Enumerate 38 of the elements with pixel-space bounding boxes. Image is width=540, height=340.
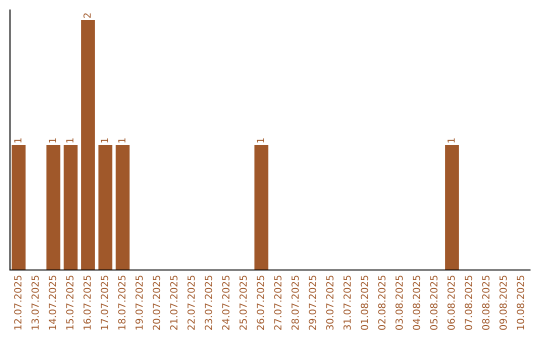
- x-tick-label: 29.07.2025: [308, 276, 316, 330]
- data-label: 1: [100, 138, 108, 143]
- x-tick-label: 15.07.2025: [66, 276, 74, 330]
- x-tick-label: 10.08.2025: [516, 276, 524, 330]
- x-tick-label: 30.07.2025: [326, 276, 334, 330]
- x-tick-label: 13.07.2025: [31, 276, 39, 330]
- data-label: 2: [83, 13, 91, 18]
- data-label: 1: [448, 138, 455, 143]
- x-tick-label: 20.07.2025: [152, 276, 160, 330]
- x-tick-label: 22.07.2025: [187, 276, 195, 330]
- x-tick-label: 01.08.2025: [360, 276, 368, 330]
- x-tick-label: 31.07.2025: [343, 276, 351, 330]
- x-tick-label: 24.07.2025: [222, 276, 230, 330]
- x-tick-label: 04.08.2025: [412, 276, 420, 330]
- x-tick-label: 21.07.2025: [170, 276, 178, 330]
- x-tick-label: 28.07.2025: [291, 276, 299, 330]
- x-tick-label: 25.07.2025: [239, 276, 247, 330]
- data-label: 1: [66, 138, 74, 143]
- x-tick-label: 16.07.2025: [83, 276, 91, 330]
- x-tick-label: 14.07.2025: [48, 276, 56, 330]
- x-tick-label: 12.07.2025: [14, 276, 22, 330]
- x-tick-label: 19.07.2025: [135, 276, 143, 330]
- x-tick-label: 05.08.2025: [430, 276, 438, 330]
- x-tick-label: 03.08.2025: [395, 276, 403, 330]
- x-tick-label: 27.07.2025: [274, 276, 282, 330]
- x-tick-label: 23.07.2025: [204, 276, 212, 330]
- data-label: 1: [48, 138, 56, 143]
- data-label: 1: [118, 138, 126, 143]
- x-tick-label: 09.08.2025: [499, 276, 507, 330]
- x-tick-label: 26.07.2025: [256, 276, 264, 330]
- data-label: 1: [256, 138, 264, 143]
- x-tick-label: 08.08.2025: [482, 276, 490, 330]
- x-tick-label: 07.08.2025: [464, 276, 472, 330]
- x-tick-label: 17.07.2025: [100, 276, 108, 330]
- x-tick-label: 18.07.2025: [118, 276, 126, 330]
- x-tick-label: 02.08.2025: [378, 276, 386, 330]
- data-label: 1: [14, 138, 22, 143]
- x-tick-label: 06.08.2025: [447, 276, 455, 330]
